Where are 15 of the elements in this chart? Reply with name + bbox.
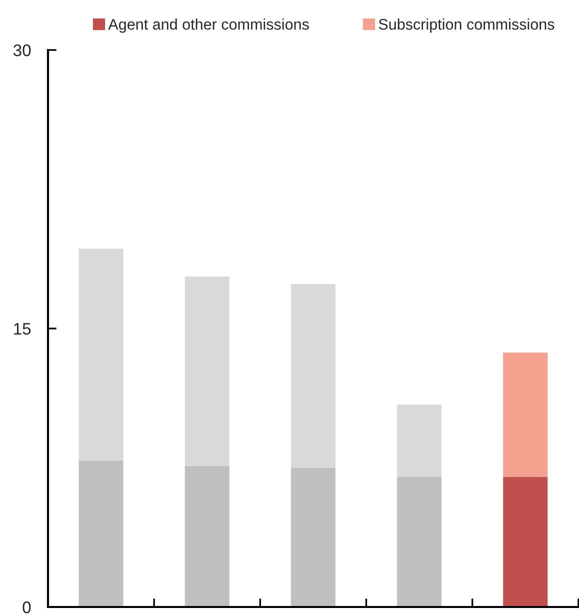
bar <box>397 404 442 478</box>
bar <box>184 276 230 466</box>
legend-label: Agent and other commissions <box>108 18 309 33</box>
y-tick-label: 15 <box>14 323 31 335</box>
bar <box>290 468 336 607</box>
y-tick-label: 30 <box>13 44 31 56</box>
bar <box>290 284 336 468</box>
bar <box>184 466 230 607</box>
bar <box>503 477 548 607</box>
bar <box>78 460 124 607</box>
bar <box>78 248 124 460</box>
y-tick-label: 0 <box>22 601 31 614</box>
bar <box>397 477 442 607</box>
legend-label: Subscription commissions <box>378 18 554 33</box>
bar <box>503 352 548 478</box>
